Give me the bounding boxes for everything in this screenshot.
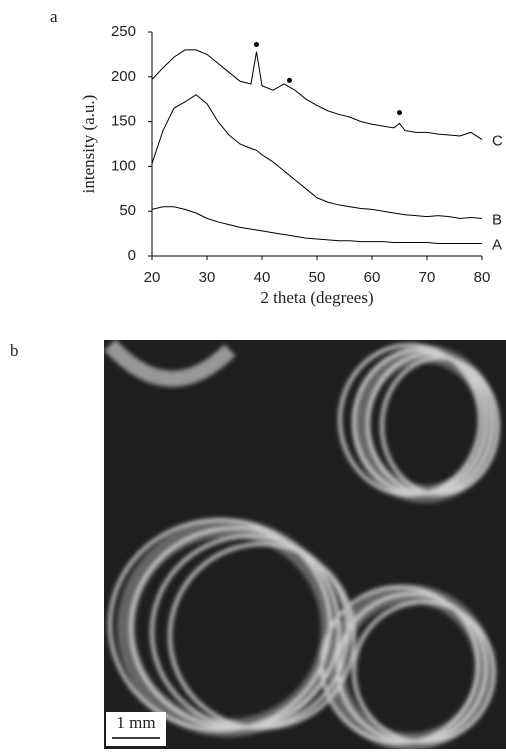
- peak-marker: [254, 42, 259, 48]
- peak-marker: [397, 110, 402, 116]
- y-tick-label: 150: [111, 113, 136, 130]
- series-label: B: [492, 211, 502, 228]
- scale-bar-label: 1 mm: [116, 713, 155, 732]
- y-tick-label: 100: [111, 157, 136, 174]
- series-label: C: [492, 132, 503, 149]
- peak-marker: [287, 77, 292, 83]
- y-tick-label: 50: [119, 202, 136, 219]
- series-line: [151, 49, 483, 140]
- y-tick-label: 0: [128, 247, 136, 264]
- y-tick-label: 200: [111, 68, 136, 85]
- x-tick-label: 40: [254, 269, 271, 286]
- x-tick-label: 20: [144, 269, 161, 286]
- panel-label: b: [10, 341, 19, 360]
- micrograph: 1 mm: [104, 339, 506, 751]
- series-label: A: [492, 236, 502, 253]
- x-tick-label: 50: [309, 269, 326, 286]
- series-line: [151, 94, 483, 219]
- x-axis-label: 2 theta (degrees): [260, 288, 373, 307]
- x-tick-label: 30: [199, 269, 216, 286]
- rings: [104, 339, 500, 751]
- x-tick-label: 60: [364, 269, 381, 286]
- x-tick-label: 80: [474, 269, 491, 286]
- panel-label: a: [50, 7, 58, 26]
- y-tick-label: 250: [111, 23, 136, 40]
- scale-bar-box: [106, 712, 166, 746]
- series-line: [151, 206, 482, 244]
- y-axis-label: intensity (a.u.): [79, 95, 98, 194]
- x-tick-label: 70: [419, 269, 436, 286]
